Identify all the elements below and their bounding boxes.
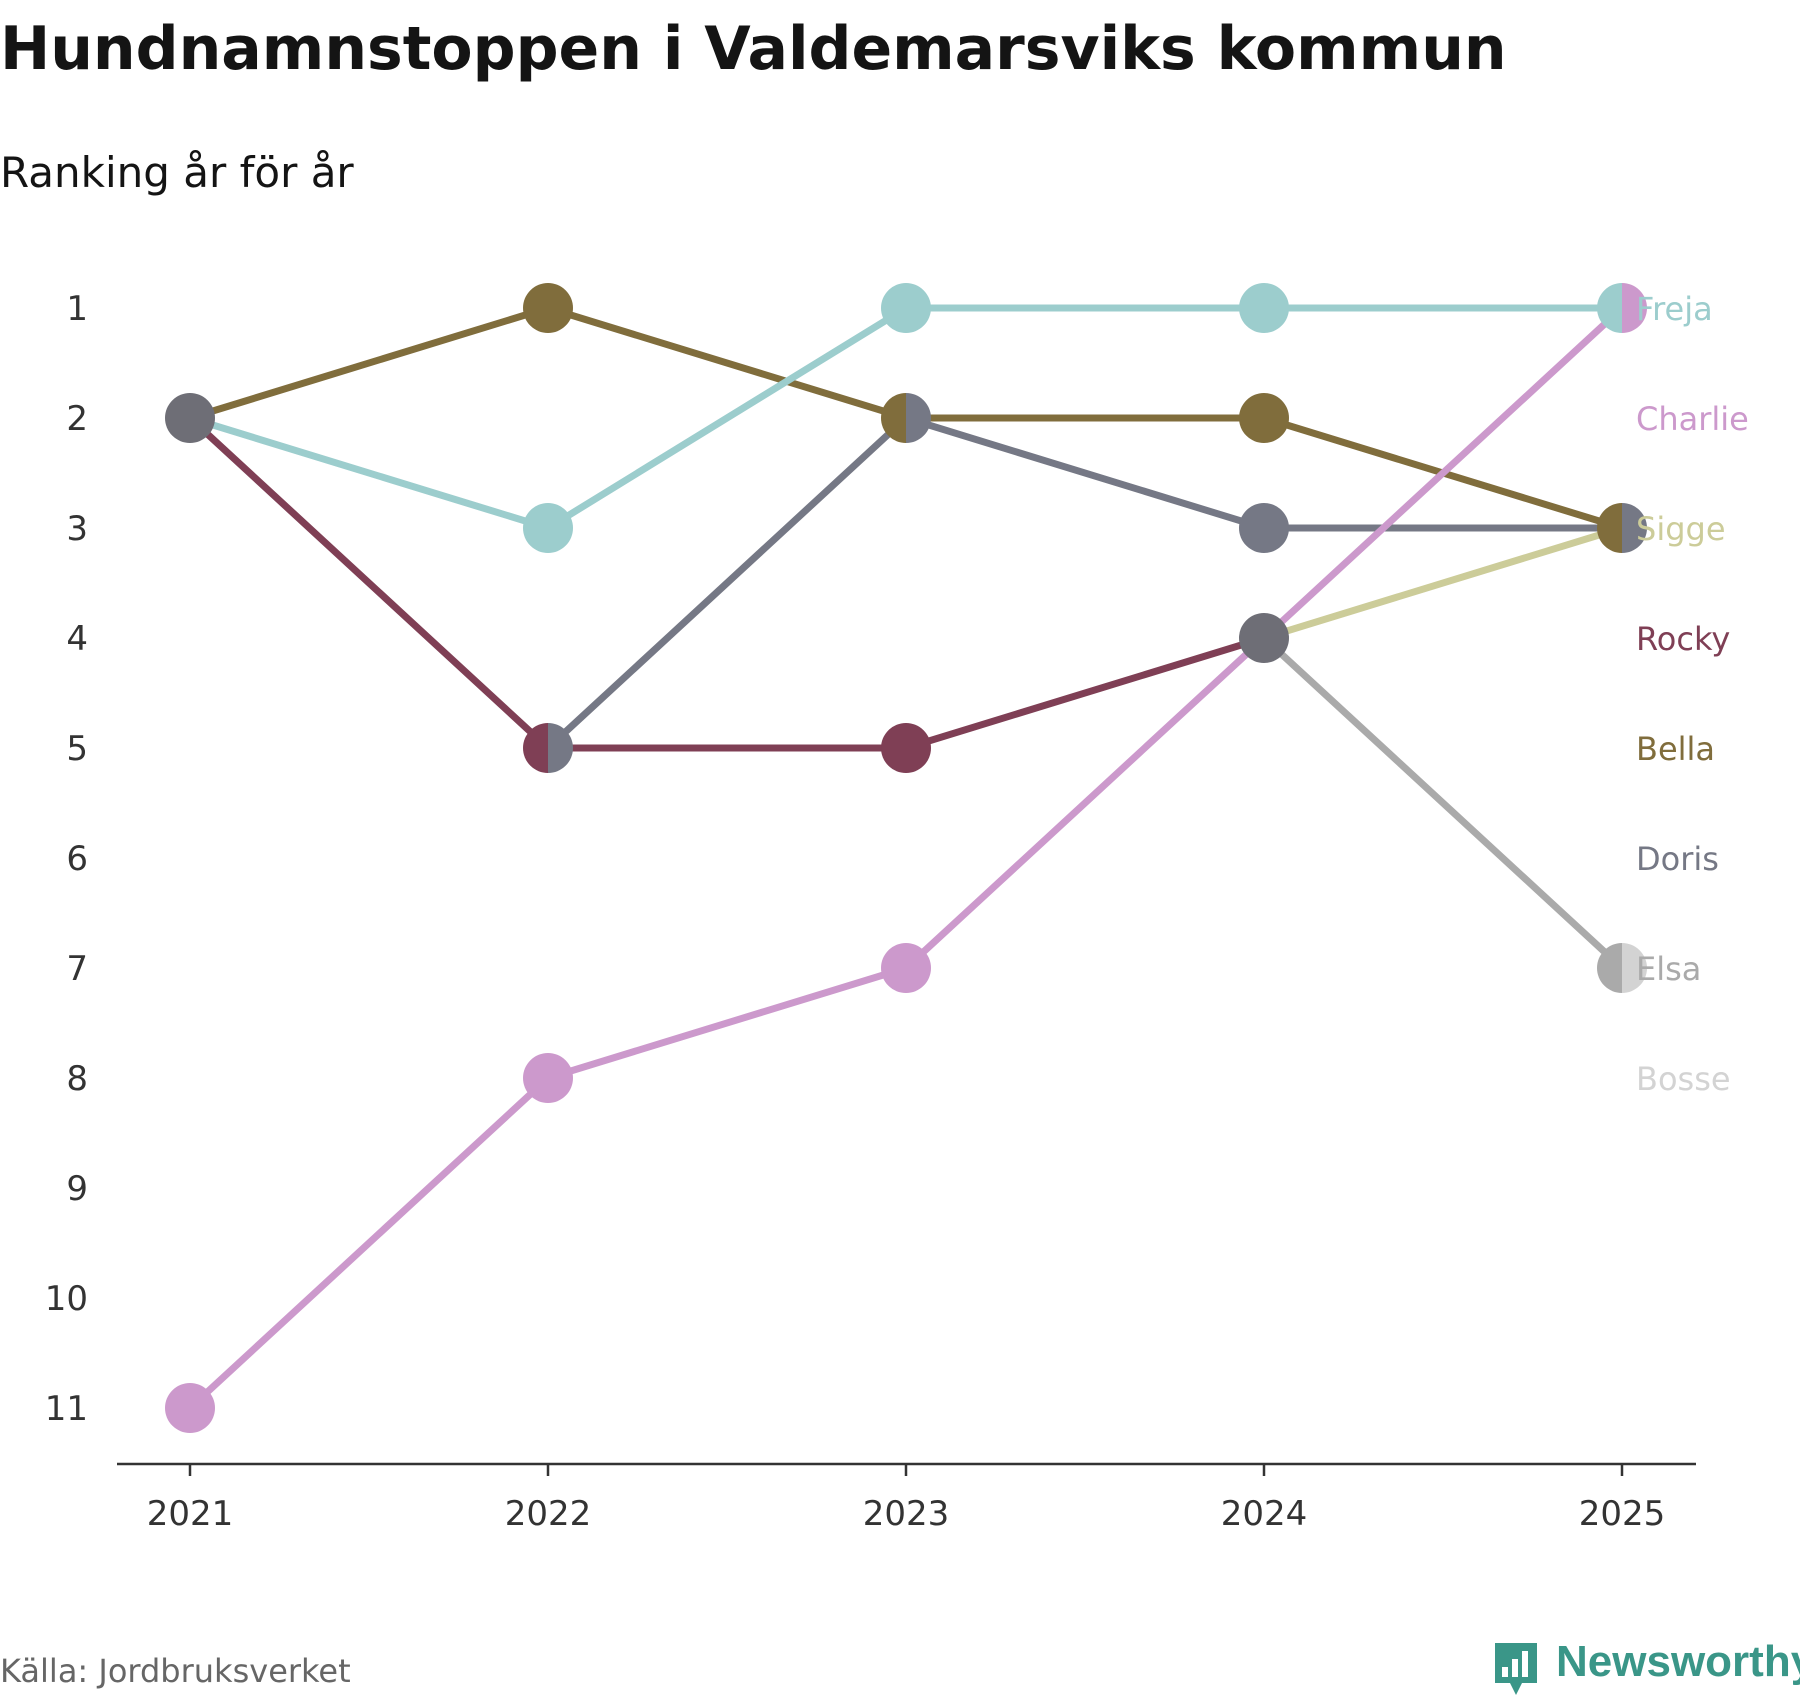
end-label-freja: Freja (1636, 290, 1713, 328)
y-tick-label-7: 7 (66, 949, 88, 989)
marker-2025-rank-3 (1597, 503, 1647, 553)
marker-2023-rank-7 (881, 943, 931, 993)
source-note: Källa: Jordbruksverket (0, 1652, 351, 1690)
x-tick-label-2021: 2021 (147, 1494, 234, 1534)
newsworthy-logo[interactable]: Newsworthy (1492, 1640, 1800, 1704)
x-tick-label-2024: 2024 (1221, 1494, 1308, 1534)
marker-2023-rank-1 (881, 283, 931, 333)
y-tick-label-11: 11 (45, 1389, 88, 1429)
series-line-elsa (1260, 634, 1626, 972)
y-tick-label-3: 3 (66, 509, 88, 549)
marker-2023-rank-2 (881, 393, 931, 443)
x-tick-label-2022: 2022 (505, 1494, 592, 1534)
end-label-charlie: Charlie (1636, 400, 1749, 438)
end-label-bella: Bella (1636, 730, 1715, 768)
marker-2021-rank-11 (165, 1383, 215, 1433)
end-label-doris: Doris (1636, 840, 1719, 878)
y-tick-label-5: 5 (66, 729, 88, 769)
y-tick-label-2: 2 (66, 399, 88, 439)
series-line-charlie (186, 304, 1626, 1412)
y-tick-label-8: 8 (66, 1059, 88, 1099)
chart-subtitle: Ranking år för år (0, 148, 354, 197)
marker-2022-rank-5 (523, 723, 573, 773)
marker-2025-rank-7 (1597, 943, 1647, 993)
bump-chart: 2021 2022 2023 2024 2025 1 2 3 4 5 6 7 8 9 10 11 Freja C… (45, 283, 1749, 1534)
end-label-sigge: Sigge (1636, 510, 1726, 548)
series-lines (186, 304, 1626, 1412)
end-label-rocky: Rocky (1636, 620, 1730, 658)
marker-2024-rank-3 (1239, 503, 1289, 553)
brand-name: Newsworthy (1556, 1637, 1800, 1686)
marker-2024-rank-2 (1239, 393, 1289, 443)
bar-chart-speech-bubble-icon (1495, 1643, 1537, 1695)
marker-2024-rank-1 (1239, 283, 1289, 333)
marker-2025-rank-1 (1597, 283, 1647, 333)
y-tick-label-1: 1 (66, 289, 88, 329)
series-line-doris (544, 414, 1626, 752)
chart-title: Hundnamnstoppen i Valdemarsviks kommun (0, 14, 1507, 84)
end-label-bosse: Bosse (1636, 1060, 1731, 1098)
y-tick-label-9: 9 (66, 1169, 88, 1209)
series-end-labels: Freja Charlie Sigge Rocky Bella Doris Elsa Boss… (1636, 290, 1749, 1098)
x-tick-label-2025: 2025 (1579, 1494, 1666, 1534)
data-markers (165, 283, 1647, 1433)
end-label-elsa: Elsa (1636, 950, 1701, 988)
marker-2021-rank-2 (165, 393, 215, 443)
marker-2024-rank-4 (1239, 613, 1289, 663)
series-line-rocky (186, 414, 1268, 752)
y-tick-label-10: 10 (45, 1279, 88, 1319)
marker-2022-rank-3 (523, 503, 573, 553)
chart-axes: 2021 2022 2023 2024 2025 1 2 3 4 5 6 7 8 9 10 11 (45, 289, 1696, 1534)
marker-2022-rank-8 (523, 1053, 573, 1103)
y-tick-label-4: 4 (66, 619, 88, 659)
series-line-sigge (1260, 524, 1626, 642)
marker-2022-rank-1 (523, 283, 573, 333)
marker-2023-rank-5 (881, 723, 931, 773)
y-tick-label-6: 6 (66, 839, 88, 879)
x-tick-label-2023: 2023 (863, 1494, 950, 1534)
